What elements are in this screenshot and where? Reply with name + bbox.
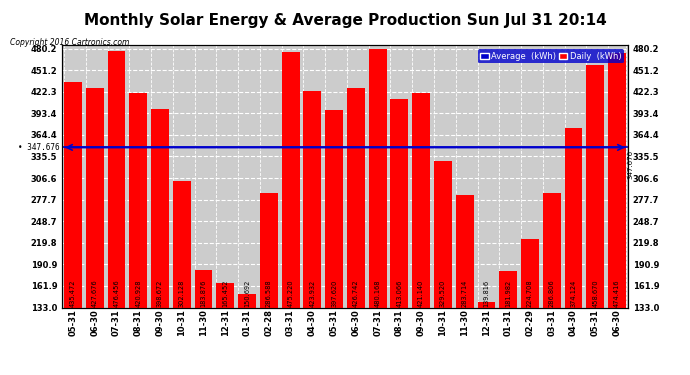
Bar (521, 239, 539, 308)
Text: 329.520: 329.520 (440, 279, 446, 307)
Bar (412, 93, 430, 308)
Text: 181.982: 181.982 (505, 279, 511, 307)
Legend: Average  (kWh), Daily  (kWh): Average (kWh), Daily (kWh) (478, 49, 624, 63)
Bar (108, 51, 126, 308)
Bar (129, 93, 147, 308)
Bar (260, 193, 278, 308)
Text: 286.588: 286.588 (266, 279, 272, 307)
Bar (434, 161, 452, 308)
Text: 475.220: 475.220 (288, 279, 294, 307)
Text: 183.876: 183.876 (201, 279, 206, 307)
Text: 139.816: 139.816 (484, 280, 489, 307)
Text: 474.416: 474.416 (614, 279, 620, 307)
Bar (195, 270, 213, 308)
Bar (456, 195, 473, 308)
Text: 397.620: 397.620 (331, 279, 337, 307)
Text: 302.128: 302.128 (179, 279, 185, 307)
Text: 435.472: 435.472 (70, 279, 76, 307)
Text: 224.708: 224.708 (527, 279, 533, 307)
Bar (543, 193, 561, 308)
Bar (282, 52, 299, 308)
Bar (477, 302, 495, 307)
Text: 420.928: 420.928 (135, 279, 141, 307)
Text: 374.124: 374.124 (571, 279, 577, 307)
Bar (564, 128, 582, 308)
Text: 458.670: 458.670 (592, 279, 598, 307)
Text: 476.456: 476.456 (113, 279, 119, 307)
Text: • 347.676: • 347.676 (19, 143, 60, 152)
Bar (304, 90, 322, 308)
Text: 283.714: 283.714 (462, 279, 468, 307)
Bar (325, 110, 343, 308)
Bar (217, 283, 234, 308)
Bar (238, 294, 256, 307)
Text: 413.066: 413.066 (396, 279, 402, 307)
Bar (500, 271, 517, 308)
Text: 421.140: 421.140 (418, 279, 424, 307)
Bar (151, 110, 169, 308)
Bar (586, 64, 604, 308)
Text: 423.932: 423.932 (309, 279, 315, 307)
Bar (368, 49, 386, 308)
Text: 150.692: 150.692 (244, 279, 250, 307)
Text: 427.676: 427.676 (92, 279, 98, 307)
Text: 165.452: 165.452 (222, 279, 228, 307)
Bar (173, 182, 190, 308)
Text: 398.672: 398.672 (157, 279, 163, 307)
Text: 480.168: 480.168 (375, 279, 381, 307)
Text: 286.806: 286.806 (549, 279, 555, 307)
Bar (608, 53, 626, 307)
Bar (347, 88, 365, 308)
Bar (86, 88, 104, 308)
Text: Monthly Solar Energy & Average Production Sun Jul 31 20:14: Monthly Solar Energy & Average Productio… (83, 13, 607, 28)
Text: 347.676: 347.676 (627, 150, 633, 179)
Text: Copyright 2016 Cartronics.com: Copyright 2016 Cartronics.com (10, 38, 130, 47)
Bar (391, 99, 408, 308)
Text: 426.742: 426.742 (353, 279, 359, 307)
Bar (64, 82, 82, 308)
